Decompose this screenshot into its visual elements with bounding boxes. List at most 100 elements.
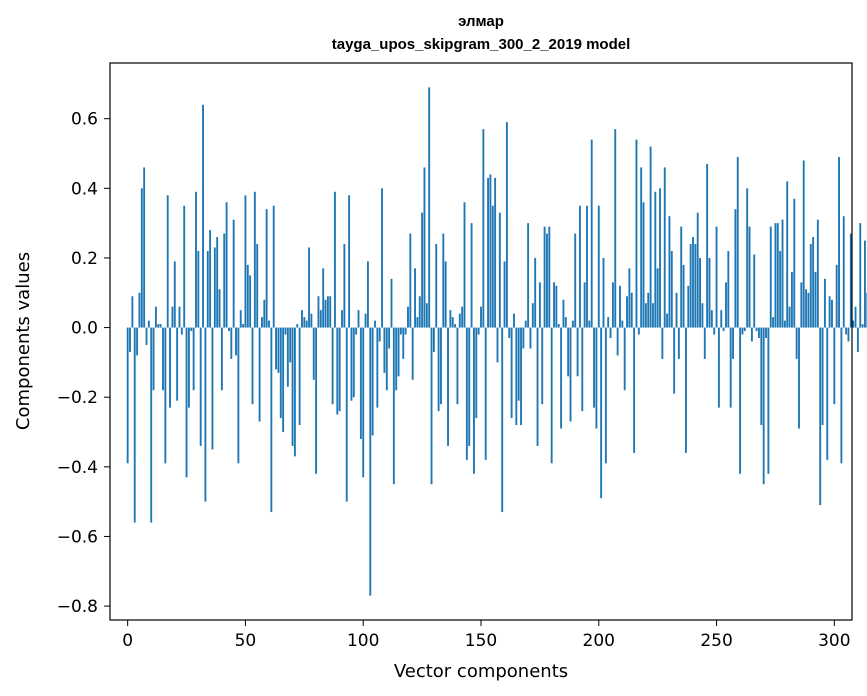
bar-21 [176, 327, 179, 401]
bar-139 [454, 324, 457, 328]
bar-178 [546, 233, 548, 328]
bar-134 [442, 233, 445, 328]
bar-169 [524, 320, 527, 328]
bar-273 [769, 226, 772, 328]
bar-156 [494, 177, 497, 328]
x-tick-label: 250 [700, 631, 732, 651]
bar-151 [482, 129, 485, 328]
bar-56 [258, 327, 261, 422]
bar-228 [663, 167, 666, 328]
bar-52 [249, 275, 252, 328]
bar-22 [178, 306, 181, 328]
bar-29 [195, 191, 197, 328]
bar-199 [595, 327, 598, 429]
bar-85 [326, 296, 329, 328]
bar-307 [849, 233, 852, 328]
bar-122 [414, 268, 416, 328]
bar-188 [569, 327, 572, 422]
bar-30 [197, 250, 200, 328]
bar-121 [411, 327, 414, 380]
bar-216 [635, 139, 638, 328]
bar-197 [590, 139, 593, 328]
bar-241 [694, 244, 697, 328]
bar-217 [637, 327, 640, 335]
bar-300 [833, 327, 836, 405]
bar-170 [527, 223, 530, 328]
bar-257 [732, 327, 734, 359]
bar-92 [343, 244, 346, 328]
bar-288 [805, 289, 807, 328]
bar-135 [444, 261, 447, 328]
bar-312 [861, 324, 864, 328]
bar-125 [421, 212, 424, 328]
x-tick-label: 50 [235, 631, 257, 651]
bar-31 [199, 327, 202, 446]
bar-76 [305, 320, 308, 328]
bar-202 [602, 257, 605, 328]
bar-50 [244, 195, 247, 328]
bar-247 [708, 257, 711, 328]
bar-132 [437, 327, 440, 412]
bar-133 [440, 327, 442, 405]
bar-191 [576, 327, 579, 377]
bar-309 [854, 306, 857, 328]
bar-281 [788, 306, 791, 328]
bar-72 [296, 324, 299, 328]
bar-137 [449, 310, 452, 328]
bar-66 [282, 327, 285, 433]
bar-220 [644, 303, 647, 328]
bar-51 [246, 264, 249, 328]
bar-148 [475, 327, 478, 419]
bar-113 [392, 327, 395, 485]
bar-64 [277, 327, 280, 373]
bar-212 [626, 296, 628, 328]
y-tick-label: −0.8 [57, 597, 98, 617]
bar-126 [423, 167, 426, 328]
bar-221 [647, 292, 650, 328]
bar-173 [534, 257, 537, 328]
bar-112 [390, 278, 393, 328]
bar-296 [823, 278, 826, 328]
bar-150 [480, 306, 482, 328]
bar-250 [715, 226, 718, 328]
y-tick-label: −0.4 [57, 458, 98, 478]
bar-106 [376, 327, 379, 408]
bar-54 [253, 191, 256, 328]
y-tick-label: 0.0 [71, 319, 98, 339]
bar-42 [225, 202, 228, 328]
bar-25 [185, 327, 188, 478]
bar-159 [501, 327, 504, 513]
bar-84 [324, 299, 327, 328]
bar-248 [710, 310, 713, 328]
bar-117 [402, 327, 405, 359]
bar-77 [308, 247, 310, 328]
bar-14 [159, 324, 162, 328]
bar-231 [670, 250, 673, 328]
bar-224 [654, 191, 657, 328]
bar-280 [786, 181, 789, 328]
bar-276 [776, 223, 779, 328]
bar-205 [609, 327, 612, 339]
bar-194 [583, 282, 586, 328]
bar-218 [640, 167, 643, 328]
bar-301 [835, 264, 838, 328]
bar-33 [204, 327, 207, 502]
bar-158 [498, 212, 501, 328]
bar-81 [317, 296, 320, 328]
bar-123 [416, 317, 419, 328]
bar-108 [381, 188, 383, 328]
bar-282 [790, 271, 793, 328]
x-tick-label: 150 [465, 631, 497, 651]
bar-43 [228, 327, 230, 332]
bar-311 [859, 223, 862, 328]
bar-255 [727, 250, 730, 328]
bar-193 [581, 327, 584, 412]
bar-269 [760, 327, 763, 426]
bar-16 [164, 327, 167, 464]
bar-256 [729, 327, 732, 408]
bar-39 [218, 289, 221, 328]
y-tick-label: 0.6 [71, 110, 98, 130]
bar-267 [755, 327, 758, 332]
bar-164 [513, 313, 515, 328]
bar-53 [251, 327, 254, 405]
